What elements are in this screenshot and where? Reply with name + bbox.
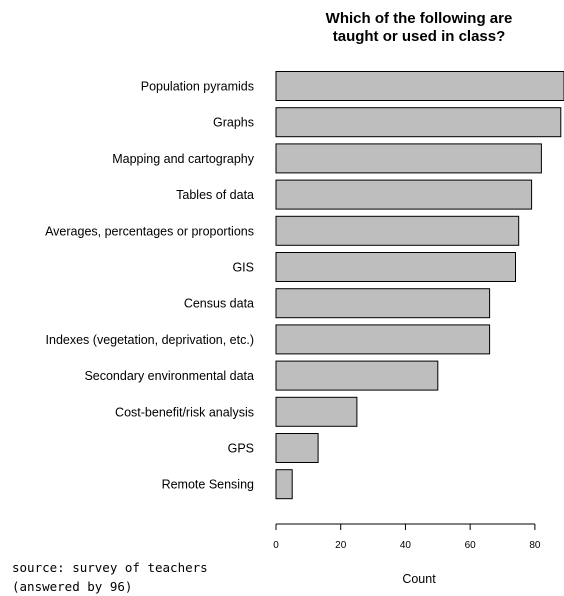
bar: [275, 288, 491, 319]
bar: [275, 360, 439, 391]
x-tick-label: 20: [335, 540, 347, 551]
chart-title-line-2: taught or used in class?: [333, 28, 506, 45]
bars-group: [275, 71, 564, 500]
x-tick-label: 60: [465, 540, 477, 551]
category-label: Graphs: [213, 116, 254, 130]
chart-title-line-1: Which of the following are: [326, 10, 513, 27]
bar: [275, 324, 491, 355]
x-tick-label: 0: [273, 540, 279, 551]
category-labels: Population pyramids Graphs Mapping and car…: [45, 80, 255, 492]
source-line-1: source: survey of teachers: [12, 560, 208, 575]
category-label: Indexes (vegetation, deprivation, etc.): [46, 333, 254, 347]
x-axis-title: Count: [402, 572, 436, 586]
x-tick-label: 80: [529, 540, 541, 551]
bar: [275, 107, 562, 138]
bar: [275, 396, 358, 427]
category-label: Averages, percentages or proportions: [45, 224, 254, 238]
category-label: Census data: [184, 297, 254, 311]
category-label: Remote Sensing: [162, 478, 254, 492]
bar: [275, 179, 533, 210]
bar: [275, 143, 542, 174]
bar: [275, 71, 564, 101]
source-note: source: survey of teachers (answered by …: [12, 558, 208, 596]
bar: [275, 252, 516, 282]
category-label: GPS: [228, 442, 254, 456]
category-label: Secondary environmental data: [84, 369, 254, 383]
category-label: Cost-benefit/risk analysis: [115, 405, 254, 419]
x-axis: 0 20 40 60 80: [273, 523, 541, 551]
category-label: Tables of data: [176, 188, 254, 202]
category-label: GIS: [232, 261, 254, 275]
bar: [275, 469, 293, 500]
source-line-2: (answered by 96): [12, 579, 133, 594]
bar: [275, 433, 319, 463]
category-label: Population pyramids: [141, 80, 254, 94]
category-label: Mapping and cartography: [112, 152, 255, 166]
x-tick-label: 40: [400, 540, 412, 551]
bar: [275, 215, 520, 246]
